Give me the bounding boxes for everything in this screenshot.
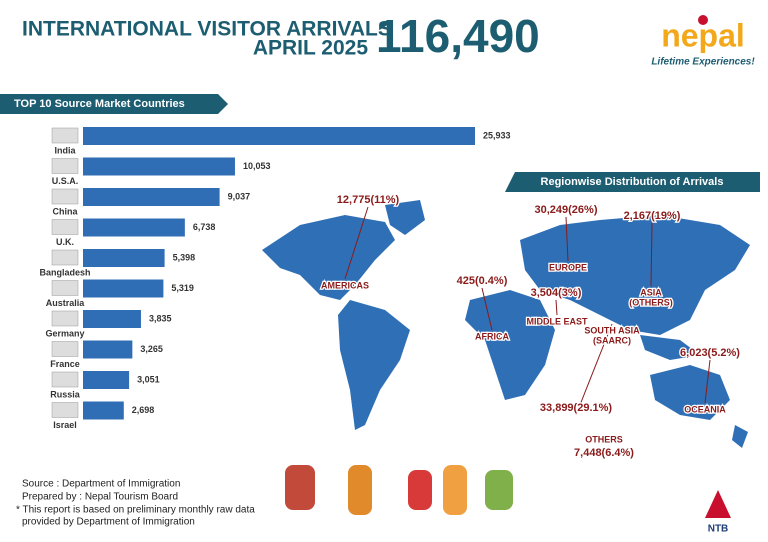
flag bbox=[51, 219, 79, 235]
title: INTERNATIONAL VISITOR ARRIVALS bbox=[22, 18, 392, 41]
leader-line bbox=[575, 323, 613, 416]
world-map bbox=[262, 200, 750, 448]
value-label: 10,053 bbox=[243, 161, 271, 171]
flag bbox=[51, 188, 79, 205]
flag bbox=[51, 280, 79, 296]
value-label: 3,051 bbox=[137, 374, 160, 384]
value-label: 2,698 bbox=[132, 405, 155, 415]
country-label: Russia bbox=[50, 389, 81, 399]
logo: nepal bbox=[661, 17, 745, 53]
region-value: 3,504(3%) bbox=[531, 287, 582, 299]
country-label: France bbox=[50, 359, 80, 369]
traveller bbox=[285, 465, 315, 510]
chart-title: TOP 10 Source Market Countries bbox=[14, 98, 185, 110]
value-label: 9,037 bbox=[228, 191, 251, 201]
country-label: Israel bbox=[53, 420, 77, 430]
flag bbox=[51, 158, 79, 174]
bar bbox=[83, 157, 235, 176]
region-label: EUROPE bbox=[549, 262, 587, 272]
flag bbox=[51, 371, 79, 388]
leader-line bbox=[481, 287, 493, 331]
greenland bbox=[385, 200, 425, 235]
region-label: OCEANIA bbox=[684, 404, 726, 414]
indonesia bbox=[640, 335, 700, 360]
region-value: 12,775(11%) bbox=[337, 194, 400, 206]
country-label: China bbox=[52, 206, 78, 216]
bar bbox=[83, 127, 475, 145]
region-label: MIDDLE EAST bbox=[526, 316, 588, 326]
flag bbox=[51, 249, 79, 266]
leader-line bbox=[565, 216, 569, 262]
region-label: (OTHERS) bbox=[629, 297, 673, 307]
total-arrivals: 116,490 bbox=[376, 10, 540, 62]
title-month: APRIL 2025 bbox=[253, 37, 368, 60]
country-label: U.K. bbox=[56, 237, 74, 247]
country-label: U.S.A. bbox=[52, 176, 79, 186]
note: provided by Department of Immigration bbox=[22, 517, 195, 528]
region-label: SOUTH ASIA bbox=[584, 325, 640, 335]
leader-line bbox=[704, 359, 711, 404]
flag bbox=[51, 310, 79, 327]
value-label: 3,265 bbox=[140, 344, 163, 354]
region-value: 6,023(5.2%) bbox=[680, 347, 740, 359]
region-value: 425(0.4%) bbox=[457, 275, 508, 287]
bar-title-banner bbox=[0, 94, 228, 114]
region-value: 30,249(26%) bbox=[535, 204, 598, 216]
region-label: OTHERS bbox=[585, 434, 623, 444]
region-title: Regionwise Distribution of Arrivals bbox=[541, 176, 724, 188]
region-value: 7,448(6.4%) bbox=[574, 447, 634, 459]
country-label: Germany bbox=[45, 328, 84, 338]
bar bbox=[83, 188, 220, 206]
bar bbox=[83, 218, 185, 237]
country-label: Australia bbox=[46, 298, 86, 308]
region-label: AFRICA bbox=[475, 331, 509, 341]
region-value: 33,899(29.1%) bbox=[540, 402, 612, 414]
flag bbox=[51, 127, 79, 144]
bar bbox=[83, 371, 130, 389]
bar bbox=[83, 310, 141, 328]
leader-line bbox=[650, 222, 653, 287]
traveller bbox=[348, 465, 372, 515]
australia bbox=[650, 365, 730, 420]
ntb-emblem bbox=[705, 490, 731, 518]
region-value: 2,167(19%) bbox=[624, 210, 681, 222]
value-label: 25,933 bbox=[483, 130, 511, 140]
country-label: Bangladesh bbox=[39, 267, 90, 277]
traveller bbox=[408, 470, 432, 510]
leader-line bbox=[344, 206, 369, 280]
value-label: 5,398 bbox=[173, 252, 196, 262]
bar bbox=[83, 340, 133, 359]
africa bbox=[465, 290, 555, 400]
traveller bbox=[443, 465, 467, 515]
tagline: Lifetime Experiences! bbox=[651, 57, 755, 68]
bar bbox=[83, 249, 165, 267]
north-america bbox=[262, 215, 395, 300]
value-label: 3,835 bbox=[149, 313, 172, 323]
new-zealand bbox=[732, 425, 748, 448]
region-label: ASIA bbox=[640, 287, 662, 297]
leader-line bbox=[555, 299, 558, 316]
flag bbox=[51, 341, 79, 357]
note: * This report is based on preliminary mo… bbox=[16, 505, 255, 516]
eurasia bbox=[520, 215, 750, 335]
logo-dot bbox=[698, 15, 708, 25]
region-banner bbox=[505, 172, 760, 192]
south-america bbox=[338, 300, 410, 430]
traveller bbox=[485, 470, 513, 510]
bar bbox=[83, 279, 164, 298]
value-label: 6,738 bbox=[193, 222, 216, 232]
bar bbox=[83, 401, 124, 420]
source: Source : Department of Immigration bbox=[22, 479, 180, 490]
region-label: (SAARC) bbox=[593, 335, 631, 345]
country-label: India bbox=[54, 145, 76, 155]
prepared-by: Prepared by : Nepal Tourism Board bbox=[22, 492, 178, 503]
value-label: 5,319 bbox=[171, 283, 194, 293]
ntb-logo: NTB bbox=[708, 524, 729, 535]
travellers bbox=[285, 465, 513, 515]
region-label: AMERICAS bbox=[321, 280, 369, 290]
flag bbox=[51, 402, 79, 418]
